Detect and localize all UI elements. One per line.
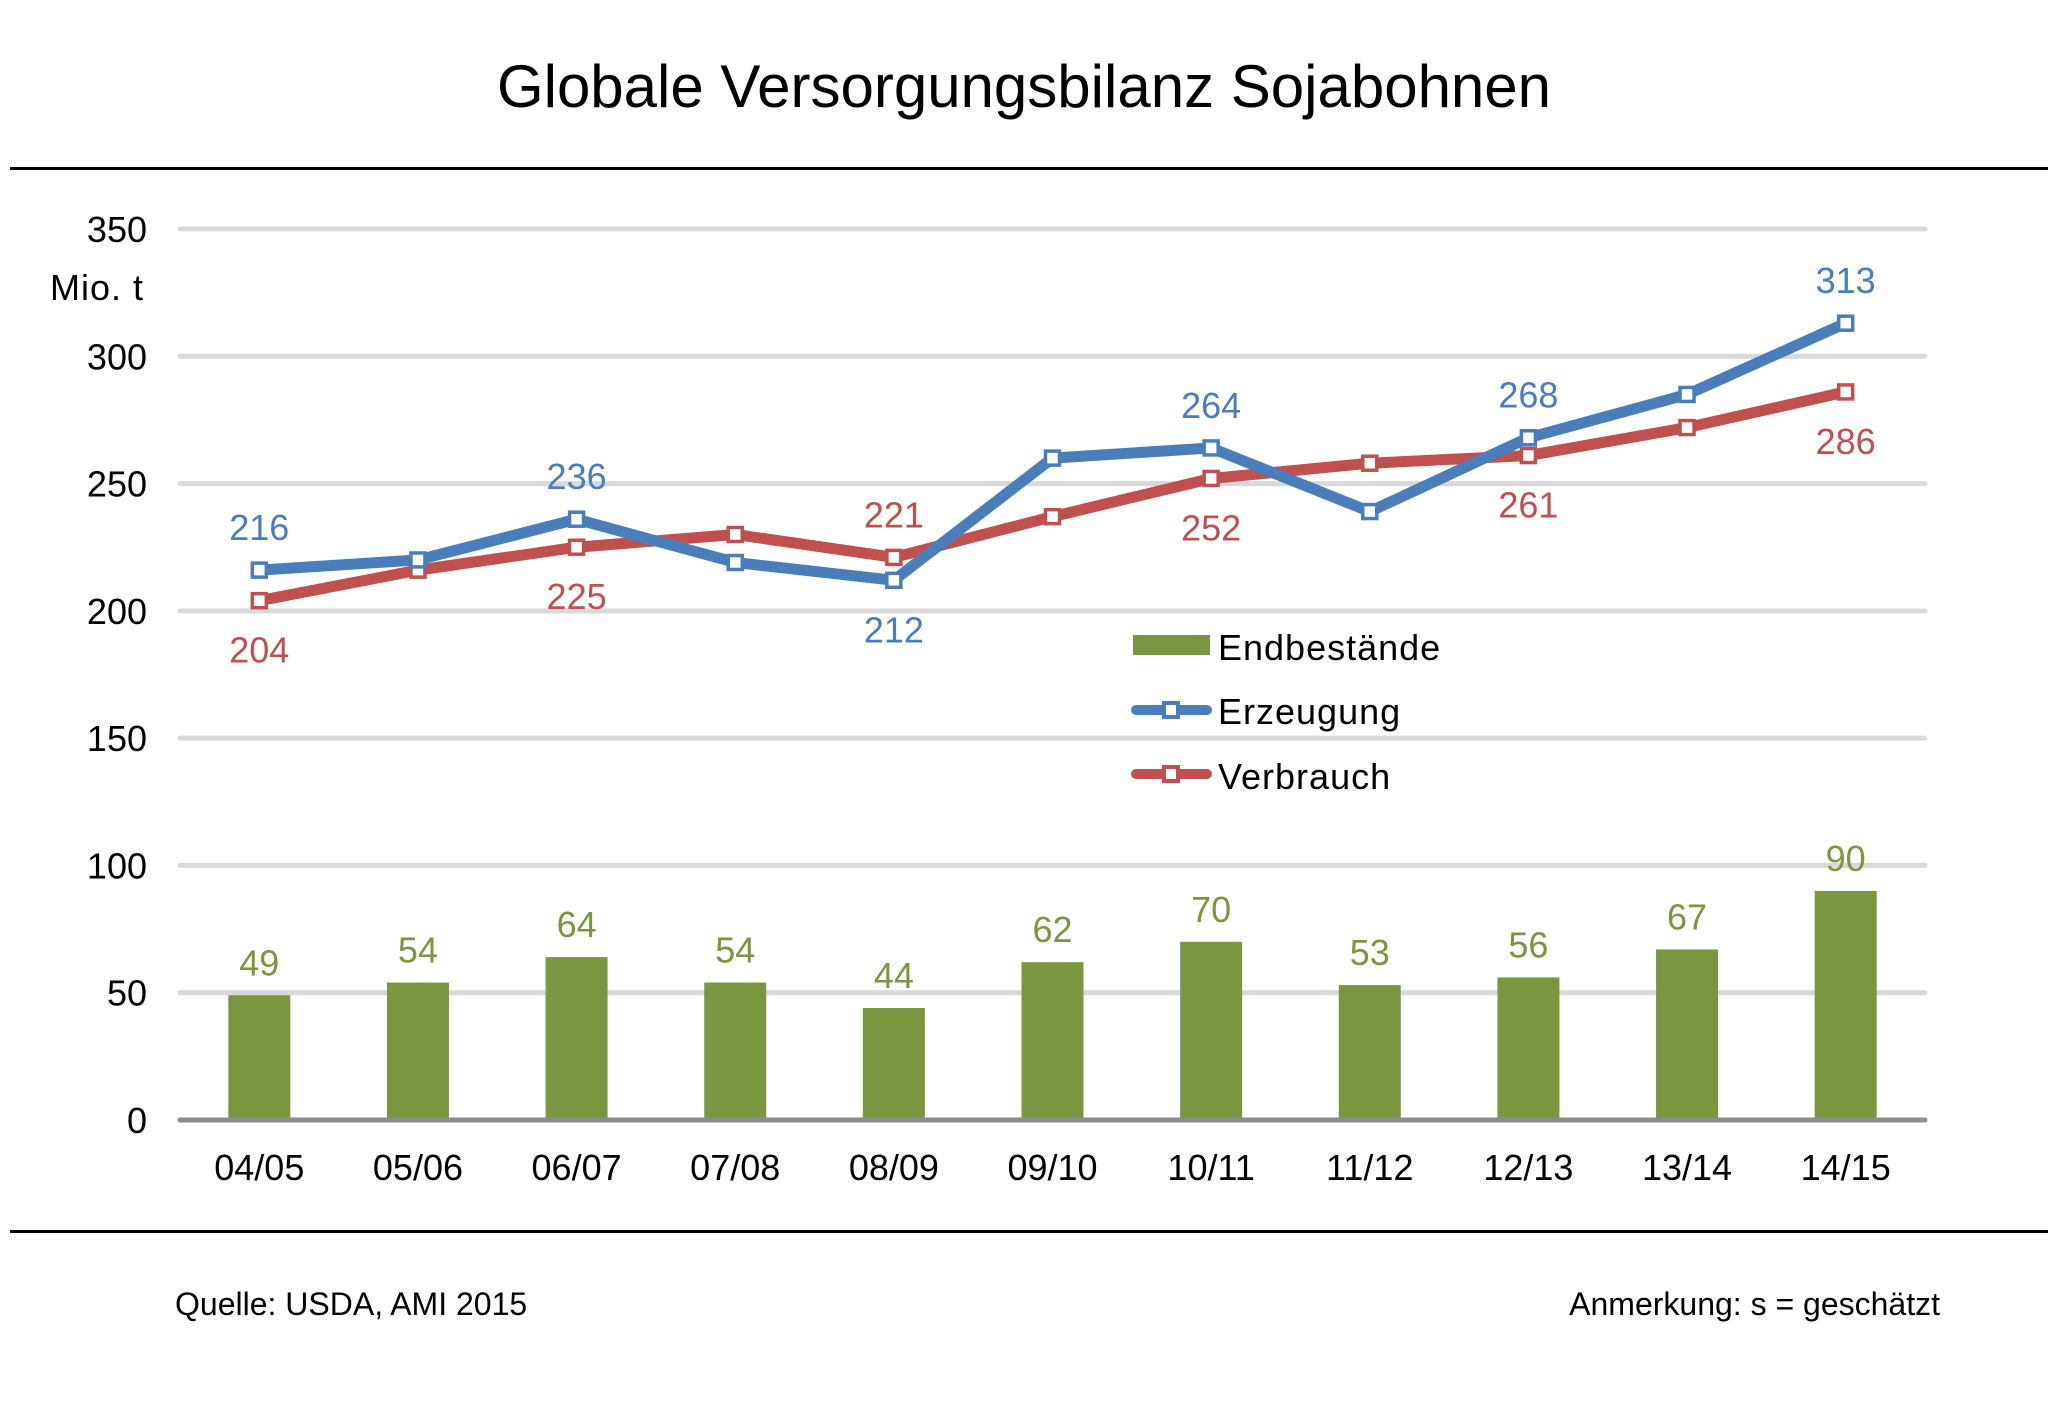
bar-data-label: 53 <box>1350 932 1390 973</box>
x-tick-label: 07/08 <box>690 1147 780 1188</box>
line-data-label: 313 <box>1816 260 1876 301</box>
marker-square <box>1836 314 1855 332</box>
y-tick-label: 350 <box>87 209 147 250</box>
bar <box>1656 949 1719 1120</box>
marker-square <box>1678 418 1696 437</box>
y-axis-unit-label: Mio. t <box>50 267 144 308</box>
line-data-label: 212 <box>864 609 924 650</box>
x-tick-label: 10/11 <box>1167 1147 1254 1188</box>
marker-square <box>1361 454 1379 472</box>
marker-square <box>1043 449 1062 467</box>
marker-square <box>1836 383 1855 401</box>
x-tick-label: 13/14 <box>1642 1147 1732 1188</box>
y-tick-label: 250 <box>87 464 147 505</box>
line-data-label: 252 <box>1181 507 1241 548</box>
x-tick-label: 11/12 <box>1326 1147 1413 1188</box>
marker-square <box>1202 439 1220 457</box>
marker-square <box>885 571 903 590</box>
y-tick-label: 300 <box>87 336 147 377</box>
x-axis-ticks: 04/05 05/06 06/07 07/08 08/09 09/10 10/11 11/12… <box>214 1147 1890 1188</box>
marker-square <box>726 553 744 572</box>
line-data-label: 216 <box>229 507 289 548</box>
y-tick-label: 100 <box>87 845 147 886</box>
x-tick-label: 09/10 <box>1007 1147 1097 1188</box>
chart-title: Globale Versorgungsbilanz Sojabohnen <box>497 53 1551 120</box>
bar <box>862 1007 925 1120</box>
bar-data-label: 54 <box>398 930 438 971</box>
marker-square <box>1043 507 1062 526</box>
y-tick-label: 0 <box>127 1100 147 1141</box>
bar <box>386 982 449 1120</box>
x-tick-label: 06/07 <box>532 1147 622 1188</box>
x-tick-label: 04/05 <box>214 1147 304 1188</box>
marker-square <box>1202 469 1220 488</box>
bar <box>1497 977 1560 1120</box>
legend-marker-verbrauch <box>1162 765 1180 783</box>
line-data-label: 286 <box>1816 421 1876 462</box>
bar-series-endbestaende <box>228 890 1877 1120</box>
bottom-rule <box>10 1230 2048 1233</box>
x-tick-label: 05/06 <box>373 1147 463 1188</box>
marker-square <box>885 548 903 567</box>
marker-square <box>1678 385 1696 404</box>
line-verbrauch <box>258 386 1847 607</box>
line-data-label: 221 <box>864 494 924 535</box>
line-data-labels: 204 225 221 252 261 286 216 236 212 264 268 313 <box>229 260 1875 670</box>
x-tick-label: 14/15 <box>1801 1147 1891 1188</box>
line-data-label: 261 <box>1498 485 1558 526</box>
marker-square <box>567 538 586 556</box>
bar-data-label: 70 <box>1191 889 1231 930</box>
y-tick-label: 200 <box>87 591 147 632</box>
gridlines <box>177 226 1928 996</box>
marker-square <box>250 561 269 579</box>
bar <box>1814 890 1877 1120</box>
bar-data-label: 90 <box>1826 838 1866 879</box>
x-tick-label: 12/13 <box>1483 1147 1573 1188</box>
top-rule <box>10 167 2048 170</box>
x-tick-label: 08/09 <box>849 1147 939 1188</box>
bar <box>228 995 291 1120</box>
y-tick-label: 50 <box>107 973 147 1014</box>
marker-square <box>1361 502 1379 521</box>
line-series <box>250 314 1855 610</box>
y-tick-label: 150 <box>87 718 147 759</box>
bar-data-labels: 49 54 64 54 44 62 70 53 56 67 90 <box>239 838 1865 996</box>
source-note: Quelle: USDA, AMI 2015 <box>175 1286 527 1322</box>
bar-data-label: 67 <box>1667 896 1707 937</box>
bar <box>1021 962 1084 1120</box>
bar-data-label: 56 <box>1508 924 1548 965</box>
marker-square <box>250 591 269 610</box>
marker-square <box>409 551 427 569</box>
bar-data-label: 49 <box>239 942 279 983</box>
bar-data-label: 54 <box>715 930 755 971</box>
line-data-label: 204 <box>229 630 289 671</box>
line-data-label: 268 <box>1498 375 1558 416</box>
marker-square <box>1519 428 1538 447</box>
legend-swatch-endbestaende <box>1133 635 1210 655</box>
bar <box>1338 985 1401 1120</box>
legend: Endbestände Erzeugung Verbrauch <box>1131 627 1441 797</box>
marker-square <box>1519 446 1538 465</box>
marker-square <box>726 525 744 544</box>
bar <box>1180 941 1243 1120</box>
legend-marker-erzeugung <box>1162 701 1180 719</box>
estimate-note: Anmerkung: s = geschätzt <box>1569 1286 1940 1322</box>
bar-data-label: 62 <box>1032 909 1072 950</box>
bar-data-label: 44 <box>874 955 914 996</box>
legend-label-endbestaende: Endbestände <box>1218 627 1441 668</box>
legend-label-erzeugung: Erzeugung <box>1218 691 1401 732</box>
line-data-label: 236 <box>547 456 607 497</box>
bar <box>545 957 608 1120</box>
line-data-label: 264 <box>1181 385 1241 426</box>
legend-label-verbrauch: Verbrauch <box>1218 756 1391 797</box>
bar <box>704 982 767 1120</box>
bar-data-label: 64 <box>557 904 597 945</box>
line-data-label: 225 <box>547 576 607 617</box>
y-axis-ticks: 0 50 100 150 200 250 300 350 <box>87 209 147 1141</box>
marker-square <box>567 510 586 528</box>
